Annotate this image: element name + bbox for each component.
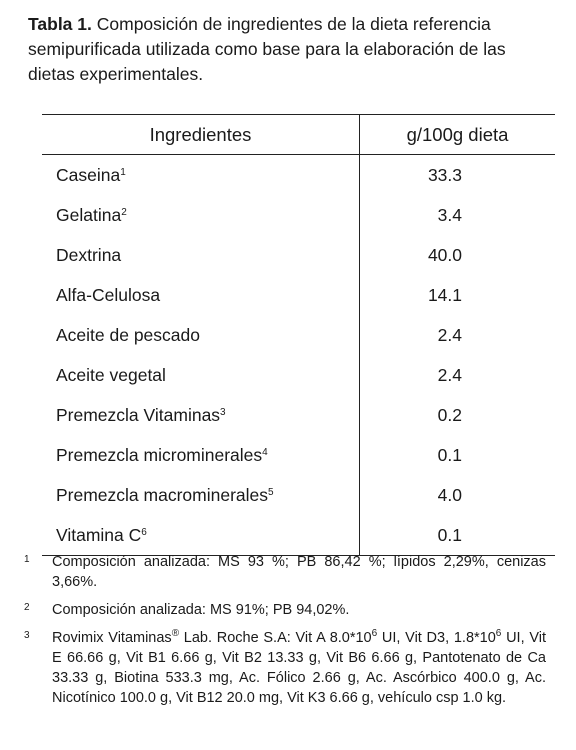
footnote-mark: 3: [24, 630, 30, 641]
footnote-segment: UI, Vit D3, 1.8*10: [377, 630, 496, 646]
footnote-text: Rovimix Vitaminas® Lab. Roche S.A: Vit A…: [52, 628, 546, 708]
table-row: Caseina1 33.3: [42, 154, 555, 195]
value-cell: 0.1: [437, 444, 462, 465]
footnote: 1 Composición analizada: MS 93 %; PB 86,4…: [24, 552, 546, 592]
header-cell: Ingredientes: [42, 114, 360, 155]
caption: Tabla 1. Composición de ingredientes de …: [28, 12, 548, 87]
caption-label: Tabla 1.: [28, 14, 92, 34]
footnote: 3 Rovimix Vitaminas® Lab. Roche S.A: Vit …: [24, 628, 546, 708]
table-row: Gelatina2 3.4: [42, 195, 555, 235]
table: Ingredientes g/100g dieta Caseina1 33.3 Ge…: [42, 114, 555, 556]
value-cell: 0.2: [437, 404, 462, 425]
ingredient-cell: Dextrina: [42, 235, 360, 275]
table-row: Vitamina C6 0.1: [42, 515, 555, 556]
footnote: 2 Composición analizada: MS 91%; PB 94,02…: [24, 600, 546, 620]
superscript: 6: [495, 628, 502, 639]
footnote-ref: 1: [120, 166, 126, 178]
superscript: 6: [371, 628, 378, 639]
value-cell: 0.1: [359, 515, 555, 556]
superscript: ®: [171, 628, 180, 639]
table-row: Aceite vegetal 2.4: [42, 355, 555, 395]
ingredient-cell: Aceite vegetal: [42, 355, 360, 395]
footnote-segment: Composición analizada: MS 91%; PB 94,02%…: [52, 602, 350, 618]
footnote-segment: Rovimix Vitaminas: [52, 630, 172, 646]
ingredient-cell: Premezcla macrominerales5: [42, 475, 360, 515]
value-cell: 40.0: [427, 244, 462, 265]
footnote-ref: 2: [121, 206, 127, 218]
table-row: Aceite de pescado 2.4: [42, 315, 555, 355]
ingredient-name: Aceite de pescado: [56, 324, 200, 345]
ingredient-cell: Vitamina C6: [42, 515, 360, 556]
ingredient-cell: Alfa-Celulosa: [42, 275, 360, 315]
footnote-segment: Composición analizada: MS 93 %; PB 86,42…: [52, 554, 546, 590]
value-cell: 33.3: [427, 164, 462, 185]
table-row: Premezcla microminerales4 0.1: [42, 435, 555, 475]
footnote-text: Composición analizada: MS 93 %; PB 86,42…: [52, 552, 546, 592]
ingredient-name: Caseina: [56, 164, 121, 185]
ingredient-name: Alfa-Celulosa: [56, 284, 161, 305]
ingredient-name: Premezcla microminerales: [56, 444, 263, 465]
value-cell: 4.0: [437, 484, 462, 505]
footnote-ref: 5: [268, 486, 274, 498]
footnote-ref: 4: [262, 446, 268, 458]
value-cell: 3.4: [437, 204, 462, 225]
table-row: Alfa-Celulosa 14.1: [42, 275, 555, 315]
ingredient-cell: Gelatina2: [42, 195, 360, 235]
ingredient-cell: Aceite de pescado: [42, 315, 360, 355]
ingredient-name: Aceite vegetal: [56, 364, 166, 385]
ingredient-name: Vitamina C: [56, 524, 142, 545]
footnote-mark: 1: [24, 554, 30, 565]
ingredient-cell: Premezcla microminerales4: [42, 435, 360, 475]
table-body: Caseina1 33.3 Gelatina2 3.4 Dextrina 40.0 Alfa…: [42, 154, 555, 556]
footnotes: 1 Composición analizada: MS 93 %; PB 86,4…: [24, 552, 546, 716]
value-cell: 2.4: [437, 324, 462, 345]
ingredient-cell: Premezcla Vitaminas3: [42, 395, 360, 435]
table-row: Dextrina 40.0: [42, 235, 555, 275]
footnote-ref: 3: [220, 406, 226, 418]
table-row: Premezcla Vitaminas3 0.2: [42, 395, 555, 435]
ingredient-name: Dextrina: [56, 244, 122, 265]
footnote-segment: Lab. Roche S.A: Vit A 8.0*10: [179, 630, 372, 646]
ingredient-cell: Caseina1: [42, 154, 360, 195]
caption-text: Composición de ingredientes de la dieta …: [28, 14, 506, 84]
footnote-segment: UI, Vit E 66.66 g, Vit B1 6.66 g, Vit B2…: [52, 630, 546, 706]
footnote-mark: 2: [24, 602, 30, 613]
value-cell: 14.1: [427, 284, 462, 305]
ingredient-name: Premezcla Vitaminas: [56, 404, 221, 425]
footnote-text: Composición analizada: MS 91%; PB 94,02%…: [52, 600, 546, 620]
ingredient-name: Premezcla macrominerales: [56, 484, 269, 505]
table-row: Premezcla macrominerales5 4.0: [42, 475, 555, 515]
footnote-ref: 6: [141, 526, 147, 538]
header-row: Ingredientes g/100g dieta: [42, 114, 555, 155]
ingredient-name: Gelatina: [56, 204, 122, 225]
value-cell: 2.4: [437, 364, 462, 385]
header-cell: g/100g dieta: [359, 114, 555, 155]
